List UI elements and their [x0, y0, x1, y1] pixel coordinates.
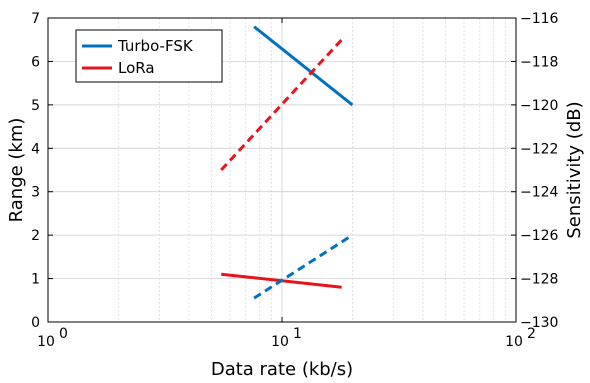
legend-label-turbo-fsk: Turbo-FSK: [117, 37, 194, 55]
y-tick-label-left: 4: [31, 141, 40, 157]
y-axis-label-right: Sensitivity (dB): [564, 101, 585, 238]
data-series: [220, 25, 354, 300]
x-tick-label: 10: [271, 334, 289, 350]
y-tick-label-left: 3: [31, 185, 40, 201]
y-tick-label-right: −116: [520, 11, 559, 27]
y-tick-label-left: 1: [31, 272, 40, 288]
y-tick-label-right: −120: [520, 98, 558, 114]
turbo-fsk-range-line: [253, 25, 354, 107]
y-tick-label-right: −126: [520, 228, 559, 244]
y-tick-label-right: −118: [520, 54, 558, 70]
series-2-sensitivity-line: [253, 233, 354, 300]
y-tick-label-left: 5: [31, 98, 40, 114]
y-tick-label-left: 0: [31, 315, 40, 331]
y-tick-label-left: 2: [31, 228, 40, 244]
y-tick-label-right: −130: [520, 315, 558, 331]
x-tick-label-exponent: 2: [527, 326, 536, 342]
legend-label-lora: LoRa: [118, 59, 155, 77]
legend-box: [75, 29, 223, 83]
x-tick-label-exponent: 0: [59, 326, 68, 342]
y-tick-label-right: −124: [520, 185, 559, 201]
ticks: 0 1 2 3 4 5 6 7 −130 −128 −126 −124 −122 −120 −118 −116…: [31, 11, 558, 350]
x-tick-label: 10: [37, 334, 55, 350]
x-tick-label-exponent: 1: [293, 326, 302, 342]
x-tick-label: 10: [505, 334, 523, 350]
y-tick-label-right: −122: [520, 141, 558, 157]
x-axis-label: Data rate (kb/s): [211, 359, 353, 380]
y-tick-label-left: 6: [31, 54, 40, 70]
series-3-sensitivity-line: [220, 38, 343, 172]
y-tick-label-left: 7: [31, 11, 40, 27]
legend: Turbo-FSK LoRa: [75, 29, 223, 83]
y-axis-label-left: Range (km): [6, 118, 27, 223]
y-tick-label-right: −128: [520, 272, 558, 288]
